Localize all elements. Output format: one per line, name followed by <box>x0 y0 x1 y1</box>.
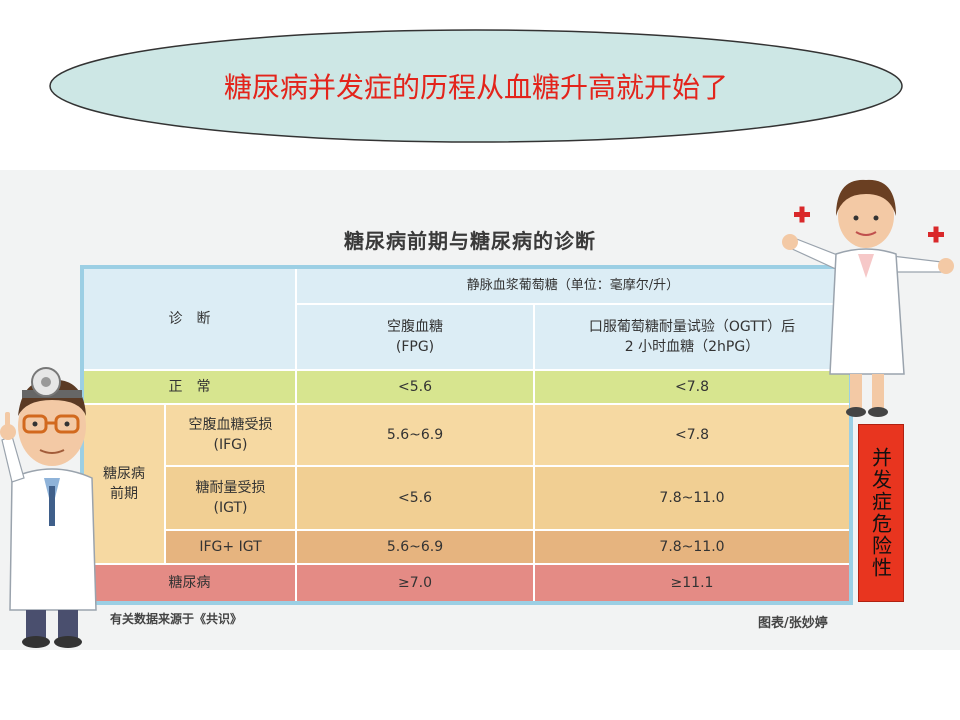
row-normal-label: 正 常 <box>84 371 295 403</box>
prediabetes-group-line1: 糖尿病 <box>103 465 145 482</box>
female-doctor-illustration <box>782 179 954 417</box>
row-ifg-fpg: 5.6~6.9 <box>297 405 533 465</box>
diagnosis-table: 诊 断 静脉血浆葡萄糖（单位：毫摩尔/升） 空腹血糖 (FPG) 口服葡萄糖耐量… <box>80 265 853 605</box>
row-igt-label-line1: 糖耐量受损 <box>195 479 266 496</box>
row-ifg-igt-fpg: 5.6~6.9 <box>297 531 533 563</box>
row-ifg-label-line1: 空腹血糖受损 <box>188 416 273 433</box>
row-normal-ogtt: <7.8 <box>535 371 849 403</box>
row-normal-fpg: <5.6 <box>297 371 533 403</box>
header-ogtt-line2: 2 小时血糖（2hPG） <box>624 339 760 355</box>
row-ifg-ogtt: <7.8 <box>535 405 849 465</box>
row-diabetes-ogtt: ≥11.1 <box>535 565 849 601</box>
credit-note: 图表/张妙婷 <box>758 616 828 631</box>
prediabetes-group: 糖尿病 前期 <box>84 405 164 563</box>
header-fpg: 空腹血糖 (FPG) <box>297 305 533 369</box>
header-ogtt-line1: 口服葡萄糖耐量试验（OGTT）后 <box>588 318 796 335</box>
row-igt-fpg: <5.6 <box>297 467 533 529</box>
source-note: 有关数据来源于《共识》 <box>110 612 243 626</box>
header-fpg-line1: 空腹血糖 <box>387 318 443 335</box>
complication-risk-box: 并发症危险性 <box>858 424 904 602</box>
header-group: 静脉血浆葡萄糖（单位：毫摩尔/升） <box>297 269 849 303</box>
complication-risk-label: 并发症危险性 <box>868 447 893 579</box>
row-ifg-label: 空腹血糖受损 (IFG) <box>166 405 295 465</box>
row-ifg-igt-ogtt: 7.8~11.0 <box>535 531 849 563</box>
row-diabetes-fpg: ≥7.0 <box>297 565 533 601</box>
row-diabetes-label: 糖尿病 <box>84 565 295 601</box>
male-doctor-illustration <box>0 367 97 648</box>
header-fpg-line2: (FPG) <box>395 339 435 355</box>
row-ifg-igt-label: IFG+ IGT <box>166 531 295 563</box>
header-diagnosis: 诊 断 <box>84 269 295 369</box>
header-ogtt: 口服葡萄糖耐量试验（OGTT）后 2 小时血糖（2hPG） <box>535 305 849 369</box>
row-igt-label: 糖耐量受损 (IGT) <box>166 467 295 529</box>
row-ifg-label-line2: (IFG) <box>213 437 248 453</box>
slide-title: 糖尿病并发症的历程从血糖升高就开始了 <box>223 71 728 104</box>
table-title: 糖尿病前期与糖尿病的诊断 <box>344 229 596 253</box>
row-igt-label-line2: (IGT) <box>213 500 248 516</box>
prediabetes-group-line2: 前期 <box>110 486 138 502</box>
title-ellipse <box>49 29 903 143</box>
row-igt-ogtt: 7.8~11.0 <box>535 467 849 529</box>
